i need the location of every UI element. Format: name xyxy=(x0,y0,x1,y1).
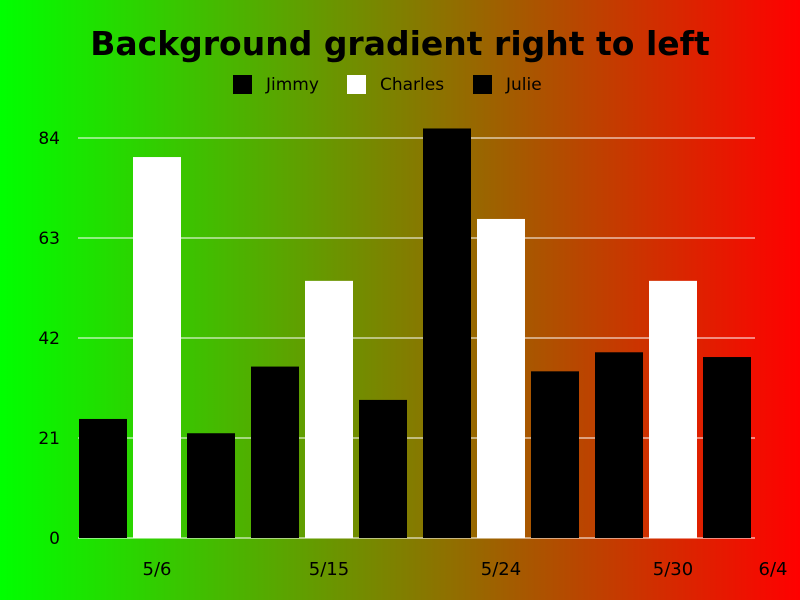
legend-swatch-julie xyxy=(473,75,492,94)
legend-label-jimmy: Jimmy xyxy=(265,75,319,95)
x-tick-label: 5/15 xyxy=(309,559,349,580)
bar-julie-5-15 xyxy=(359,399,407,538)
y-tick-label: 84 xyxy=(38,129,60,149)
x-tick-label: 5/24 xyxy=(481,559,521,580)
bar-jimmy-5-30 xyxy=(595,352,643,538)
bar-charles-5-30 xyxy=(649,280,697,538)
chart-title: Background gradient right to left xyxy=(90,24,710,63)
legend-swatch-jimmy xyxy=(233,75,252,94)
bar-charles-5-6 xyxy=(133,157,181,539)
y-tick-label: 63 xyxy=(38,229,60,249)
y-tick-label: 21 xyxy=(38,429,60,449)
bar-julie-5-6 xyxy=(187,433,235,538)
bar-jimmy-5-24 xyxy=(423,128,471,538)
y-tick-label: 0 xyxy=(49,529,60,549)
legend-label-julie: Julie xyxy=(505,75,542,95)
bar-jimmy-5-6 xyxy=(79,418,127,538)
legend-swatch-charles xyxy=(347,75,366,94)
x-tick-label: 6/4 xyxy=(759,559,788,580)
x-tick-label: 5/30 xyxy=(653,559,693,580)
bar-julie-5-30 xyxy=(703,357,751,538)
bars xyxy=(79,128,751,539)
bar-jimmy-5-15 xyxy=(251,366,299,538)
bar-charles-5-15 xyxy=(305,280,353,538)
legend: Jimmy Charles Julie xyxy=(233,75,542,95)
y-tick-label: 42 xyxy=(38,329,60,349)
bar-julie-5-24 xyxy=(531,371,579,538)
y-axis: 0 21 42 63 84 xyxy=(38,129,60,549)
x-axis: 5/6 5/15 5/24 5/30 6/4 xyxy=(143,559,788,580)
x-tick-label: 5/6 xyxy=(143,559,172,580)
bar-charles-5-24 xyxy=(477,218,525,538)
legend-label-charles: Charles xyxy=(380,75,444,95)
